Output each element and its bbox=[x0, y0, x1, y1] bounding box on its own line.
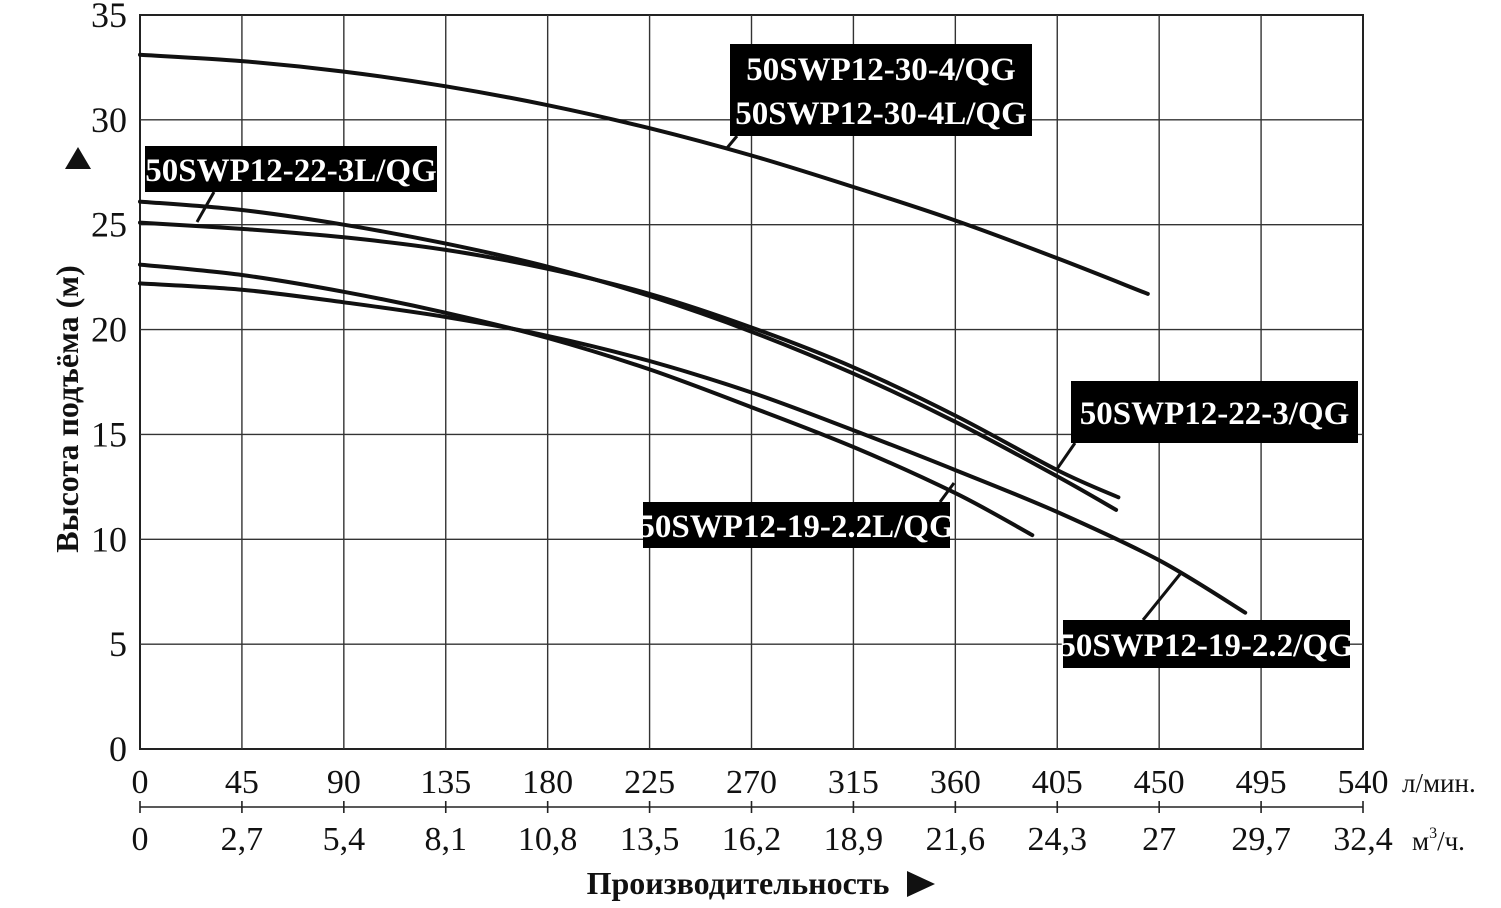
label-background bbox=[1071, 381, 1358, 443]
label-leader-line bbox=[195, 191, 216, 223]
curve-label-box-4: 50SWP12-19-2.2L/QG bbox=[638, 482, 956, 548]
curve-label-box-5: 50SWP12-19-2.2/QG bbox=[1059, 572, 1354, 668]
series-curve-3 bbox=[138, 220, 1121, 500]
y-tick-label: 20 bbox=[91, 310, 127, 350]
y-tick-label: 25 bbox=[91, 205, 127, 245]
x-unit-label: л/мин. bbox=[1402, 768, 1476, 798]
curve-label-text: 50SWP12-30-4L/QG bbox=[735, 96, 1027, 132]
series-curve-2 bbox=[138, 199, 1119, 512]
curve-label-box-3: 50SWP12-22-3/QG bbox=[1055, 381, 1358, 470]
curve-label-box-1: 50SWP12-30-4/QG 50SWP12-30-4L/QG bbox=[725, 44, 1032, 149]
x-tick-label: 315 bbox=[828, 764, 879, 801]
x2-tick-label: 21,6 bbox=[926, 821, 986, 858]
x2-tick-label: 5,4 bbox=[323, 821, 366, 858]
y-axis-label: Высота подъёма (м) bbox=[49, 265, 85, 552]
x2-tick-label: 24,3 bbox=[1028, 821, 1088, 858]
curve-label-text: 50SWP12-19-2.2/QG bbox=[1059, 628, 1353, 664]
x-tick-label: 540 bbox=[1338, 764, 1389, 801]
label-leader-line bbox=[1055, 442, 1077, 470]
curve-labels: 50SWP12-30-4/QG 50SWP12-30-4L/QG 50SWP12-2… bbox=[145, 44, 1358, 668]
x-tick-label: 135 bbox=[420, 764, 471, 801]
curve-label-text: 50SWP12-19-2.2L/QG bbox=[638, 509, 954, 545]
curves bbox=[138, 52, 1248, 615]
label-background bbox=[1063, 620, 1350, 668]
x2-tick-label: 18,9 bbox=[824, 821, 884, 858]
x-tick-label: 90 bbox=[327, 764, 361, 801]
y-tick-label: 10 bbox=[91, 519, 127, 559]
curve-label-text: 50SWP12-30-4/QG bbox=[746, 52, 1016, 88]
label-leader-line bbox=[938, 482, 956, 503]
x-axis-title: Производительность bbox=[587, 865, 935, 901]
x-tick-label: 360 bbox=[930, 764, 981, 801]
x2-tick-label: 2,7 bbox=[221, 821, 264, 858]
x-tick-label: 45 bbox=[225, 764, 259, 801]
y-tick-label: 0 bbox=[109, 729, 127, 769]
x-axis-label: Производительность bbox=[587, 865, 890, 901]
x2-tick-label: 16,2 bbox=[722, 821, 782, 858]
x2-tick-label: 10,8 bbox=[518, 821, 578, 858]
y-tick-label: 5 bbox=[109, 624, 127, 664]
label-leader-line bbox=[725, 135, 739, 149]
label-background bbox=[730, 44, 1032, 136]
x-tick-label: 180 bbox=[522, 764, 573, 801]
series-curve-5 bbox=[138, 281, 1248, 615]
label-background bbox=[643, 502, 950, 548]
x2-tick-label: 8,1 bbox=[425, 821, 468, 858]
x-tick-label: 495 bbox=[1236, 764, 1287, 801]
label-background bbox=[145, 146, 437, 192]
label-leader-line bbox=[1141, 572, 1183, 621]
x-tick-label: 450 bbox=[1134, 764, 1185, 801]
x-tick-label: 225 bbox=[624, 764, 675, 801]
x-tick-label: 270 bbox=[726, 764, 777, 801]
x2-tick-label: 29,7 bbox=[1231, 821, 1291, 858]
y-tick-label: 15 bbox=[91, 414, 127, 454]
x2-unit-label: м3/ч. bbox=[1412, 825, 1465, 856]
x2-tick-label: 0 bbox=[132, 821, 149, 858]
series-curve-1 bbox=[138, 52, 1150, 296]
y-axis-title: Высота подъёма (м) bbox=[49, 147, 91, 553]
x-axis-arrow-icon bbox=[907, 871, 935, 897]
series-curve-4 bbox=[138, 262, 1035, 538]
x2-tick-label: 32,4 bbox=[1333, 821, 1393, 858]
x-tick-label: 405 bbox=[1032, 764, 1083, 801]
y-tick-label: 30 bbox=[91, 100, 127, 140]
y-axis-arrow-icon bbox=[65, 147, 91, 169]
y-tick-label: 35 bbox=[91, 0, 127, 35]
x-tick-label: 0 bbox=[132, 764, 149, 801]
curve-label-box-2: 50SWP12-22-3L/QG bbox=[145, 146, 437, 223]
curve-label-text: 50SWP12-22-3L/QG bbox=[145, 153, 437, 189]
x2-tick-label: 13,5 bbox=[620, 821, 680, 858]
curve-label-text: 50SWP12-22-3/QG bbox=[1080, 396, 1350, 432]
x2-tick-label: 27 bbox=[1142, 821, 1176, 858]
